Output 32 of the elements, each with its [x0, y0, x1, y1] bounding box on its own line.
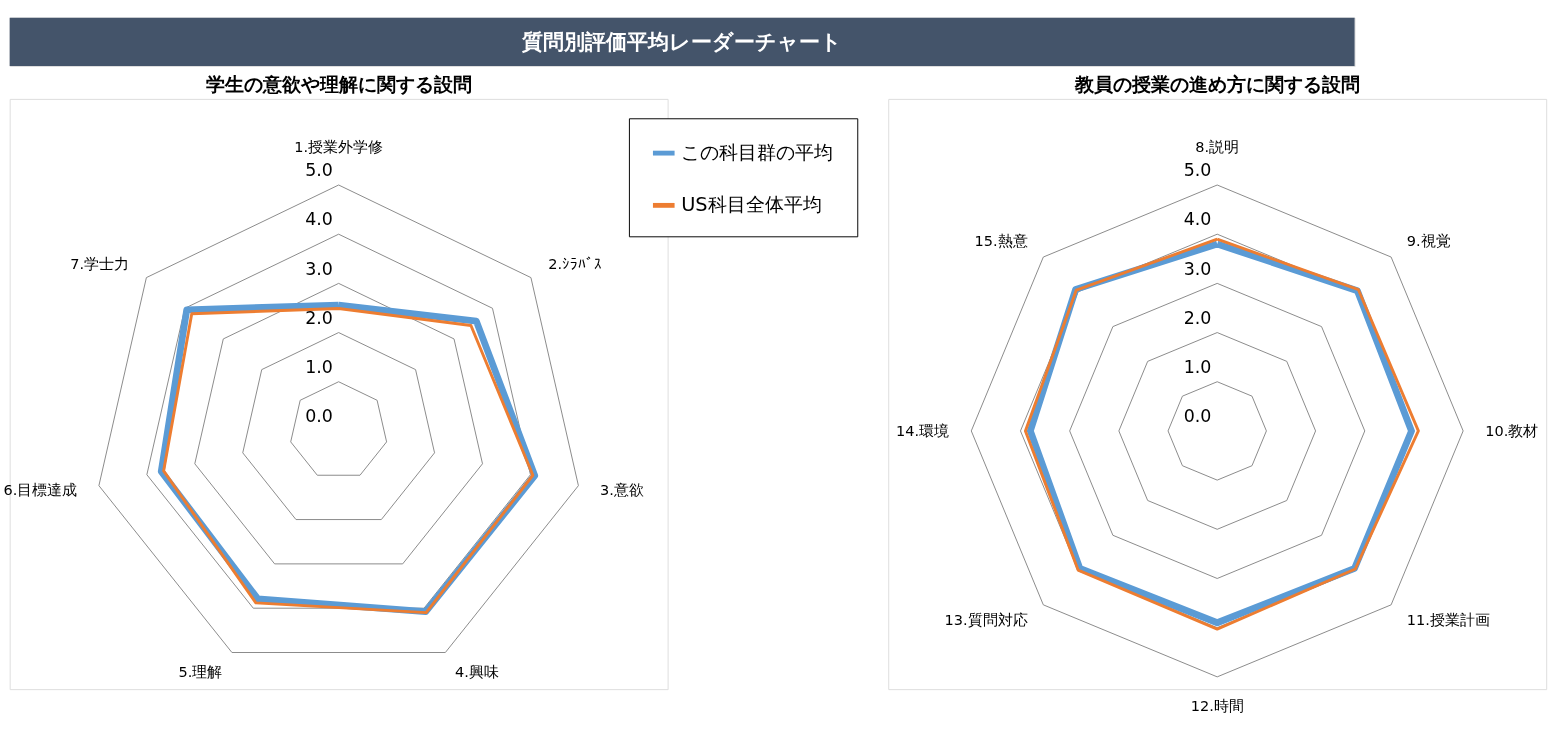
- legend-label: この科目群の平均: [681, 140, 834, 164]
- spoke-label: 8.説明: [1195, 139, 1240, 156]
- chart-title: 教員の授業の進め方に関する設問: [1073, 73, 1360, 97]
- spoke-label: 6.目標達成: [3, 482, 78, 499]
- y-tick-label: 5.0: [305, 160, 333, 181]
- spoke-label: 10.教材: [1485, 422, 1539, 439]
- spoke-label: 13.質問対応: [944, 612, 1028, 629]
- y-tick-label: 3.0: [305, 258, 333, 279]
- y-tick-label: 5.0: [1183, 160, 1212, 181]
- spoke-label: 12.時間: [1190, 697, 1244, 714]
- spoke-label: 5.理解: [178, 664, 223, 681]
- legend-label: US科目全体平均: [681, 193, 822, 217]
- spoke-label: 4.興味: [454, 664, 499, 681]
- spoke-label: 9.視覚: [1406, 233, 1451, 250]
- y-tick-label: 0.0: [305, 406, 333, 427]
- y-tick-label: 0.0: [1183, 406, 1212, 427]
- spoke-label: 1.授業外学修: [294, 139, 384, 156]
- y-tick-label: 1.0: [305, 357, 333, 378]
- spoke-label: 11.授業計画: [1406, 612, 1490, 629]
- spoke-label: 15.熱意: [974, 233, 1028, 250]
- text: 質問別評価平均レーダーチャート: [521, 28, 843, 54]
- spoke-label: 2.ｼﾗﾊﾞｽ: [548, 255, 603, 272]
- spoke-label: 3.意欲: [599, 482, 644, 499]
- y-tick-label: 4.0: [1183, 209, 1212, 230]
- y-tick-label: 3.0: [1183, 258, 1212, 279]
- chart-title: 学生の意欲や理解に関する設問: [205, 73, 472, 97]
- spoke-label: 14.環境: [896, 422, 950, 439]
- y-tick-label: 2.0: [1183, 307, 1212, 328]
- spoke-label: 7.学士力: [70, 255, 130, 272]
- y-tick-label: 2.0: [305, 307, 333, 328]
- y-tick-label: 1.0: [1183, 357, 1212, 378]
- y-tick-label: 4.0: [305, 209, 333, 230]
